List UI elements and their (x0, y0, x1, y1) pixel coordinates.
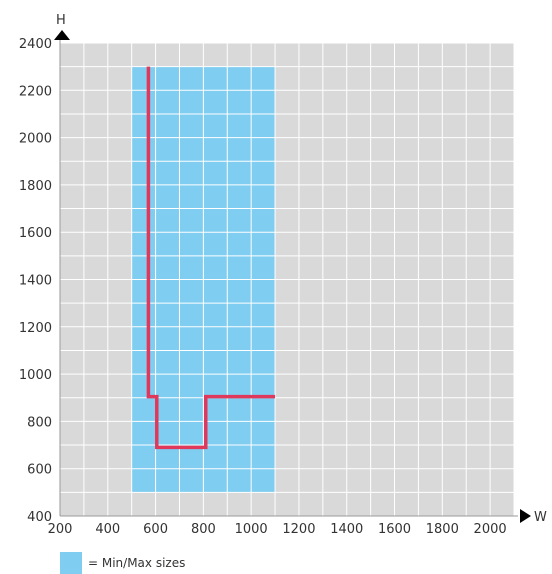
y-axis-label: H (56, 13, 66, 28)
y-tick-label: 400 (27, 510, 52, 525)
y-axis-arrow-icon (54, 30, 70, 40)
x-tick-label: 1400 (330, 522, 363, 537)
y-tick-label: 800 (27, 415, 52, 430)
x-tick-label: 600 (143, 522, 168, 537)
y-tick-labels: 400 600 800 1000 1200 1400 1600 1800 2000 2200 240… (19, 37, 52, 525)
x-tick-label: 400 (95, 522, 120, 537)
boundary-polyline (146, 66, 276, 450)
y-tick-label: 2200 (19, 84, 52, 99)
y-tick-label: 2400 (19, 37, 52, 52)
x-tick-labels: 200 400 600 800 1000 1200 1400 1600 1800 2000 (48, 522, 507, 537)
legend: = Min/Max sizes (60, 552, 185, 574)
axes: H W (54, 13, 547, 525)
x-tick-label: 1800 (426, 522, 459, 537)
y-tick-label: 600 (27, 463, 52, 478)
y-tick-label: 1000 (19, 368, 52, 383)
x-tick-label: 1600 (378, 522, 411, 537)
x-tick-label: 200 (48, 522, 73, 537)
y-tick-label: 1800 (19, 179, 52, 194)
x-axis-label: W (534, 510, 547, 525)
x-tick-label: 2000 (474, 522, 507, 537)
x-axis-arrow-icon (520, 509, 531, 523)
y-tick-label: 2000 (19, 132, 52, 147)
x-tick-label: 800 (191, 522, 216, 537)
y-tick-label: 1400 (19, 274, 52, 289)
legend-swatch (60, 552, 82, 574)
boundary-line (146, 66, 276, 450)
y-tick-label: 1600 (19, 226, 52, 241)
x-tick-label: 1200 (282, 522, 315, 537)
y-tick-label: 1200 (19, 321, 52, 336)
grid-lines (59, 42, 515, 517)
x-tick-label: 1000 (235, 522, 268, 537)
legend-label: = Min/Max sizes (88, 556, 186, 570)
